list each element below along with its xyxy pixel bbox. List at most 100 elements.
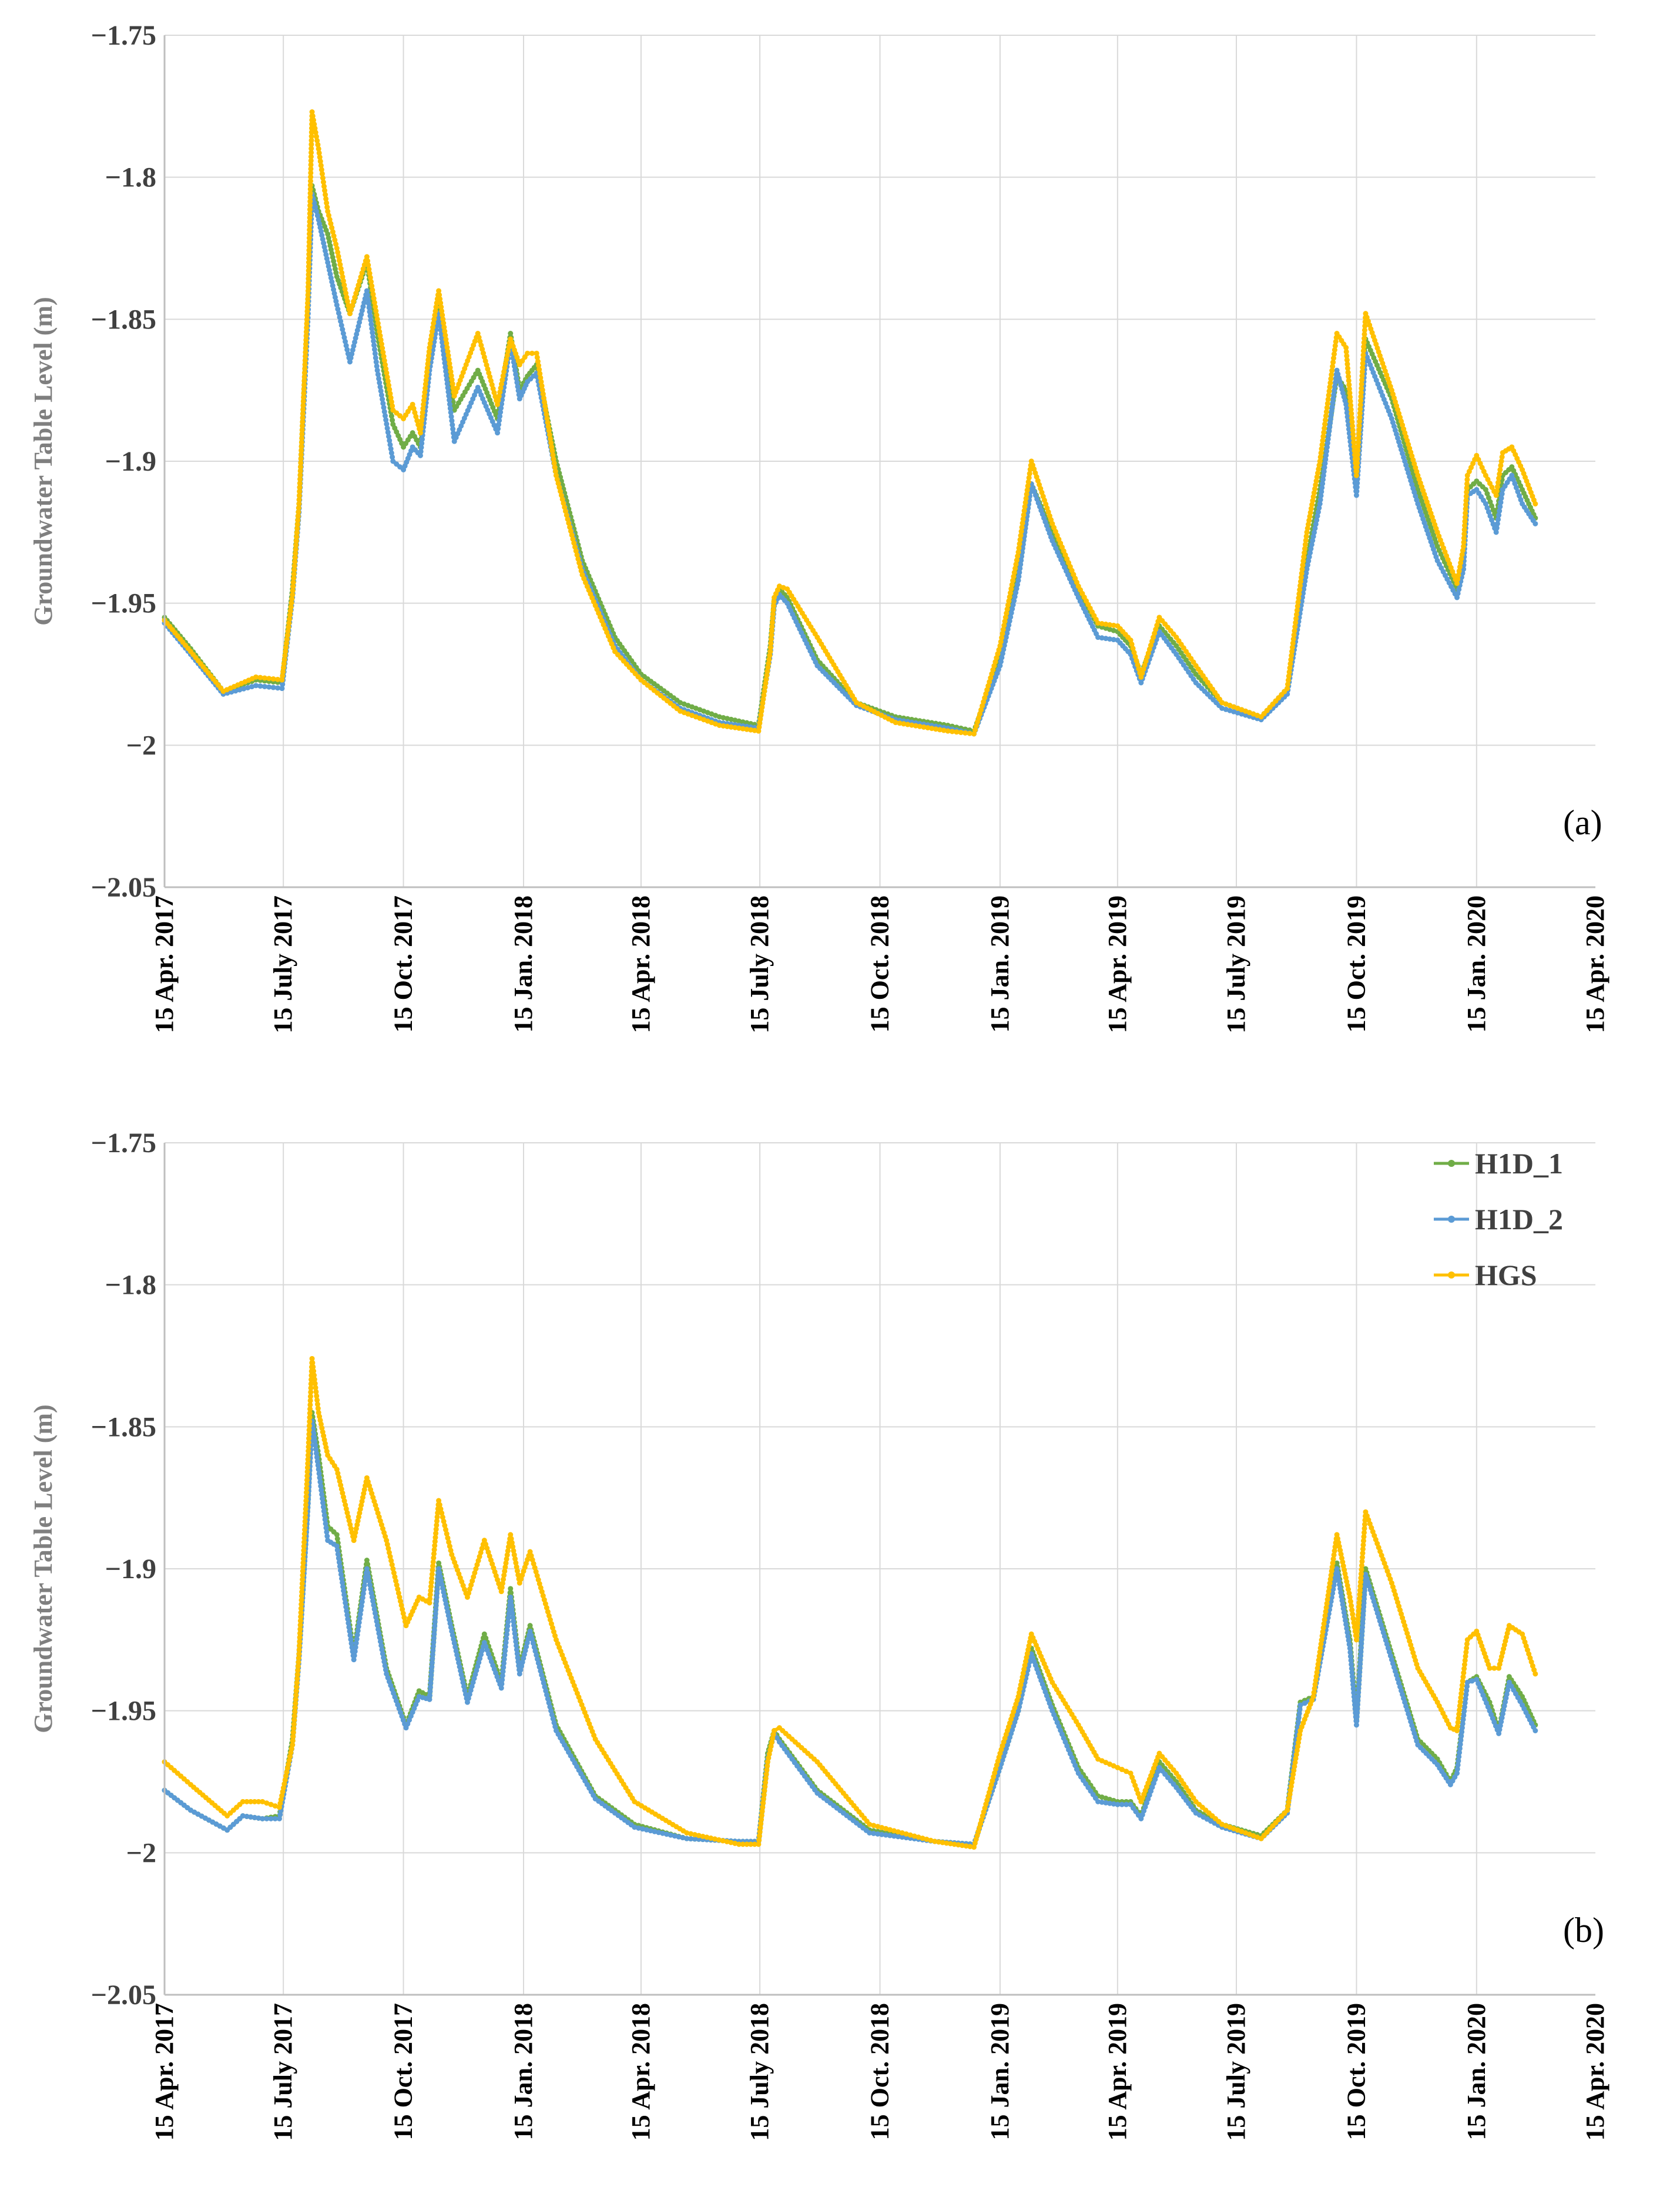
panel-a-point-hgs — [538, 379, 544, 385]
panel-a-point-h1d-2 — [381, 405, 387, 411]
panel-a-point-hgs — [310, 113, 316, 119]
panel-a-point-h1d-2 — [1329, 408, 1334, 414]
panel-a-point-h1d-2 — [1498, 499, 1504, 505]
panel-a-point-hgs — [321, 183, 327, 189]
panel-a-point-hgs — [299, 427, 305, 433]
panel-a-point-hgs — [1346, 378, 1352, 384]
panel-a-point-hgs — [761, 692, 767, 698]
panel-a-point-hgs — [1309, 502, 1315, 508]
panel-a-point-hgs — [361, 262, 367, 268]
panel-a-point-h1d-2 — [1485, 509, 1491, 515]
panel-a-point-h1d-2 — [1317, 497, 1323, 503]
panel-a-point-hgs — [291, 567, 297, 573]
panel-a-point-h1d-2 — [1533, 521, 1538, 526]
panel-a-point-hgs — [357, 278, 363, 284]
panel-a-point-hgs — [1347, 390, 1353, 396]
panel-a-point-h1d-2 — [1008, 610, 1014, 616]
panel-a-point-h1d-2 — [381, 409, 387, 415]
panel-a-point-hgs — [981, 699, 987, 705]
panel-a-point-hgs — [280, 665, 286, 670]
panel-a-point-hgs — [438, 300, 444, 306]
panel-a-point-h1d-2 — [1345, 418, 1351, 424]
panel-a-point-hgs — [306, 251, 312, 257]
panel-a-point-hgs — [434, 300, 440, 306]
panel-a-point-hgs — [1095, 620, 1101, 626]
panel-a-point-h1d-2 — [386, 434, 392, 439]
panel-a-point-hgs — [299, 431, 305, 437]
panel-a-point-h1d-1 — [390, 417, 395, 423]
panel-a-point-hgs — [324, 204, 330, 210]
panel-a-point-hgs — [383, 366, 389, 372]
panel-a-point-h1d-2 — [377, 380, 383, 385]
panel-a-point-h1d-2 — [440, 340, 445, 345]
panel-a-point-hgs — [347, 311, 353, 317]
panel-a-point-hgs — [1464, 485, 1470, 491]
panel-a-point-hgs — [504, 357, 509, 363]
panel-a-point-hgs — [297, 485, 303, 491]
panel-a-point-hgs — [413, 414, 419, 420]
panel-a-point-h1d-2 — [1328, 412, 1334, 418]
panel-a-point-hgs — [318, 163, 324, 169]
panel-a-point-hgs — [1015, 553, 1021, 559]
panel-a-point-hgs — [495, 397, 501, 403]
panel-a-point-hgs — [298, 460, 304, 466]
panel-a-point-h1d-2 — [1498, 495, 1504, 501]
panel-a-point-hgs — [418, 426, 424, 432]
panel-a-point-hgs — [304, 321, 310, 327]
panel-a-point-hgs — [1289, 649, 1295, 655]
panel-a-point-hgs — [376, 324, 382, 330]
panel-a-point-hgs — [301, 382, 307, 388]
panel-a-point-hgs — [286, 620, 292, 626]
panel-a-point-hgs — [336, 257, 342, 263]
panel-a-point-hgs — [1494, 488, 1500, 494]
panel-a-point-hgs — [1022, 499, 1028, 505]
panel-a-point-hgs — [284, 632, 290, 638]
panel-a-point-hgs — [967, 730, 973, 736]
panel-a-point-h1d-2 — [1494, 521, 1500, 526]
panel-a-point-h1d-2 — [1000, 650, 1005, 656]
panel-a-point-hgs — [769, 623, 775, 629]
panel-a-x-tick-label: 15 Jan. 2020 — [1462, 895, 1491, 1032]
panel-a-point-hgs — [369, 283, 375, 289]
panel-a-point-h1d-2 — [1330, 396, 1336, 402]
panel-a-point-h1d-2 — [1015, 582, 1021, 588]
panel-a-point-h1d-2 — [1320, 481, 1326, 486]
panel-a-point-hgs — [303, 345, 308, 351]
panel-a-point-h1d-2 — [354, 331, 360, 337]
panel-a-point-hgs — [976, 715, 982, 721]
panel-a-point-hgs — [1359, 369, 1365, 375]
panel-a-point-h1d-2 — [438, 331, 444, 337]
panel-a-point-h1d-2 — [1322, 465, 1327, 471]
panel-a-point-hgs — [555, 481, 561, 486]
panel-a-point-hgs — [1333, 339, 1339, 345]
panel-a-point-h1d-2 — [1014, 586, 1020, 592]
panel-a-point-hgs — [498, 385, 504, 391]
panel-a-point-hgs — [770, 607, 776, 613]
panel-a-point-h1d-2 — [1517, 493, 1523, 499]
panel-a-point-hgs — [373, 304, 378, 310]
panel-a-point-h1d-2 — [270, 685, 276, 690]
panel-a-point-hgs — [495, 401, 501, 407]
panel-a-point-h1d-2 — [336, 310, 341, 316]
panel-a-point-hgs — [1359, 377, 1365, 383]
panel-a-point-hgs — [1303, 538, 1309, 543]
panel-a-point-hgs — [308, 146, 314, 152]
panel-a-point-h1d-2 — [1099, 635, 1105, 641]
panel-a-point-h1d-2 — [1008, 614, 1014, 620]
panel-a-point-h1d-2 — [344, 347, 350, 353]
panel-a-point-h1d-2 — [1346, 422, 1352, 428]
panel-a-point-hgs — [725, 723, 730, 729]
panel-a-point-hgs — [307, 207, 313, 213]
panel-a-point-h1d-2 — [275, 685, 281, 691]
panel-a-point-h1d-2 — [1107, 636, 1113, 642]
panel-a-point-h1d-2 — [1012, 594, 1018, 600]
panel-a-point-hgs — [1354, 464, 1360, 470]
panel-a-point-hgs — [1000, 626, 1006, 632]
panel-a-point-hgs — [1292, 624, 1298, 630]
panel-a-point-hgs — [354, 286, 360, 292]
panel-a-point-hgs — [1015, 549, 1021, 555]
panel-a-point-h1d-2 — [445, 389, 451, 395]
panel-a-point-hgs — [365, 258, 371, 264]
panel-a-point-h1d-2 — [1305, 562, 1310, 568]
panel-a-point-h1d-2 — [349, 351, 355, 357]
